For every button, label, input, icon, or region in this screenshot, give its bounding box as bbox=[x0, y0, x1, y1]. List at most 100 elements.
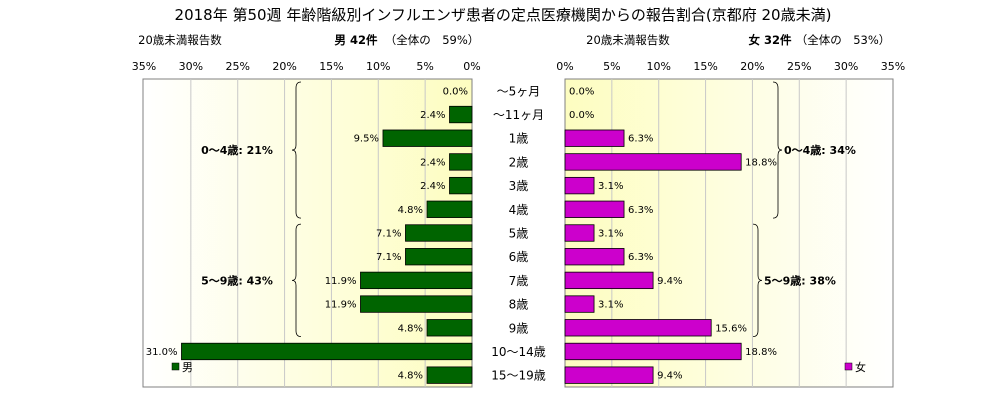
male-value-label: 4.8% bbox=[398, 371, 423, 382]
age-category-label: 6歳 bbox=[509, 250, 529, 264]
female-value-label: 9.4% bbox=[657, 371, 682, 382]
age-category-label: 1歳 bbox=[509, 132, 529, 146]
left-tick-label: 30% bbox=[179, 60, 203, 73]
legend-male: 男 bbox=[171, 361, 193, 374]
age-group-brace bbox=[291, 223, 302, 338]
female-age-group-label: 5～9歳: 38% bbox=[764, 273, 836, 287]
age-group-braces: 0～4歳: 21% 5～9歳: 43% 0～4歳: 34% 5～9歳: 38% bbox=[201, 81, 856, 338]
left-header-share: （全体の 59%） bbox=[385, 33, 480, 47]
male-value-label: 2.4% bbox=[420, 157, 445, 168]
right-tick-label: 10% bbox=[646, 60, 670, 73]
female-value-label: 3.1% bbox=[598, 300, 623, 311]
legend-male-swatch bbox=[171, 362, 180, 371]
female-value-label: 3.1% bbox=[598, 229, 623, 240]
female-value-label: 18.8% bbox=[745, 347, 777, 358]
female-value-label: 6.3% bbox=[628, 252, 653, 263]
male-bar bbox=[360, 295, 473, 313]
female-bar bbox=[564, 200, 625, 218]
female-bar bbox=[564, 248, 625, 266]
male-bar bbox=[181, 342, 473, 361]
female-value-label: 9.4% bbox=[657, 276, 682, 287]
female-bar bbox=[564, 129, 625, 147]
female-value-label: 3.1% bbox=[598, 181, 623, 192]
chart-title: 2018年 第50週 年齢階級別インフルエンザ患者の定点医療機関からの報告割合(… bbox=[175, 6, 832, 24]
right-header-label: 20歳未満報告数 bbox=[586, 33, 670, 47]
right-header-count: 女 32件 bbox=[748, 33, 792, 47]
legend-female-swatch bbox=[844, 362, 853, 371]
male-bar bbox=[405, 224, 473, 242]
female-bar bbox=[564, 342, 742, 361]
female-bar bbox=[564, 319, 712, 337]
male-value-label: 2.4% bbox=[420, 110, 445, 121]
left-tick-label: 10% bbox=[366, 60, 390, 73]
female-age-group-label: 0～4歳: 34% bbox=[784, 143, 856, 157]
legend-female-label: 女 bbox=[855, 360, 866, 374]
age-category-label: 5歳 bbox=[509, 227, 529, 241]
right-tick-label: 30% bbox=[834, 60, 858, 73]
female-bar bbox=[564, 224, 595, 242]
female-value-label: 6.3% bbox=[628, 134, 653, 145]
legend-female: 女 bbox=[844, 360, 866, 374]
age-group-brace bbox=[291, 81, 302, 219]
right-tick-label: 20% bbox=[740, 60, 764, 73]
female-bar bbox=[564, 153, 742, 171]
female-value-label: 0.0% bbox=[569, 110, 594, 121]
male-value-label: 7.1% bbox=[376, 229, 401, 240]
male-bar bbox=[426, 366, 473, 384]
female-value-label: 18.8% bbox=[745, 157, 777, 168]
left-tick-label: 25% bbox=[225, 60, 249, 73]
left-tick-label: 0% bbox=[463, 60, 480, 73]
age-category-label: 3歳 bbox=[509, 179, 529, 193]
age-category-label: 9歳 bbox=[509, 321, 529, 335]
male-bar bbox=[449, 105, 473, 124]
male-value-label: 11.9% bbox=[325, 276, 357, 287]
female-value-label: 0.0% bbox=[569, 86, 594, 97]
male-value-label: 11.9% bbox=[325, 300, 357, 311]
male-age-group-label: 5～9歳: 43% bbox=[201, 273, 273, 287]
age-category-label: 8歳 bbox=[509, 298, 529, 312]
right-tick-label: 5% bbox=[603, 60, 620, 73]
right-header-share: （全体の 53%） bbox=[796, 33, 891, 47]
left-tick-label: 35% bbox=[132, 60, 156, 73]
female-bars: 0.0% 0.0% 6.3% 18.8% 3.1% 6.3% 3.1% 6.3% 9.4% 3.1… bbox=[564, 86, 777, 384]
age-category-label: ～11ヶ月 bbox=[493, 108, 544, 122]
male-bars: 0.0% 2.4% 9.5% 2.4% 2.4% 4.8% 7.1% 7.1% 11.9% 11.… bbox=[146, 86, 473, 384]
female-bar bbox=[564, 271, 654, 290]
male-age-group-label: 0～4歳: 21% bbox=[201, 143, 273, 157]
right-tick-label: 15% bbox=[693, 60, 717, 73]
right-axis-ticks: 0% 5% 10% 15% 20% 25% 30% 35% bbox=[556, 60, 905, 73]
male-value-label: 4.8% bbox=[398, 205, 423, 216]
male-bar bbox=[426, 200, 473, 218]
left-header-label: 20歳未満報告数 bbox=[138, 33, 222, 47]
age-category-labels: ～5ヶ月 ～11ヶ月 1歳 2歳 3歳 4歳 5歳 6歳 7歳 8歳 9歳 10～14歳 15～19歳 bbox=[491, 84, 546, 382]
age-category-label: 2歳 bbox=[509, 155, 529, 169]
age-category-label: 15～19歳 bbox=[491, 369, 546, 383]
right-tick-label: 35% bbox=[881, 60, 905, 73]
age-group-brace bbox=[772, 81, 783, 219]
left-header-count: 男 42件 bbox=[334, 33, 378, 47]
female-value-label: 6.3% bbox=[628, 205, 653, 216]
age-category-label: ～5ヶ月 bbox=[497, 84, 541, 98]
male-bar bbox=[405, 248, 473, 266]
male-value-label: 7.1% bbox=[376, 252, 401, 263]
male-value-label: 2.4% bbox=[420, 181, 445, 192]
male-value-label: 31.0% bbox=[146, 347, 178, 358]
left-axis-ticks: 35% 30% 25% 20% 15% 10% 5% 0% bbox=[132, 60, 481, 73]
right-tick-label: 0% bbox=[556, 60, 573, 73]
male-bar bbox=[449, 153, 473, 171]
left-tick-label: 15% bbox=[319, 60, 343, 73]
male-value-label: 9.5% bbox=[354, 134, 379, 145]
age-category-label: 7歳 bbox=[509, 274, 529, 288]
male-bar bbox=[360, 271, 473, 290]
male-bar bbox=[449, 176, 473, 195]
male-bar bbox=[426, 319, 473, 337]
age-category-label: 4歳 bbox=[509, 203, 529, 217]
legend-male-label: 男 bbox=[182, 361, 193, 374]
female-bar bbox=[564, 366, 654, 384]
male-value-label: 4.8% bbox=[398, 323, 423, 334]
age-group-brace bbox=[752, 223, 763, 338]
female-value-label: 15.6% bbox=[715, 323, 747, 334]
female-bar bbox=[564, 176, 595, 195]
right-tick-label: 25% bbox=[787, 60, 811, 73]
